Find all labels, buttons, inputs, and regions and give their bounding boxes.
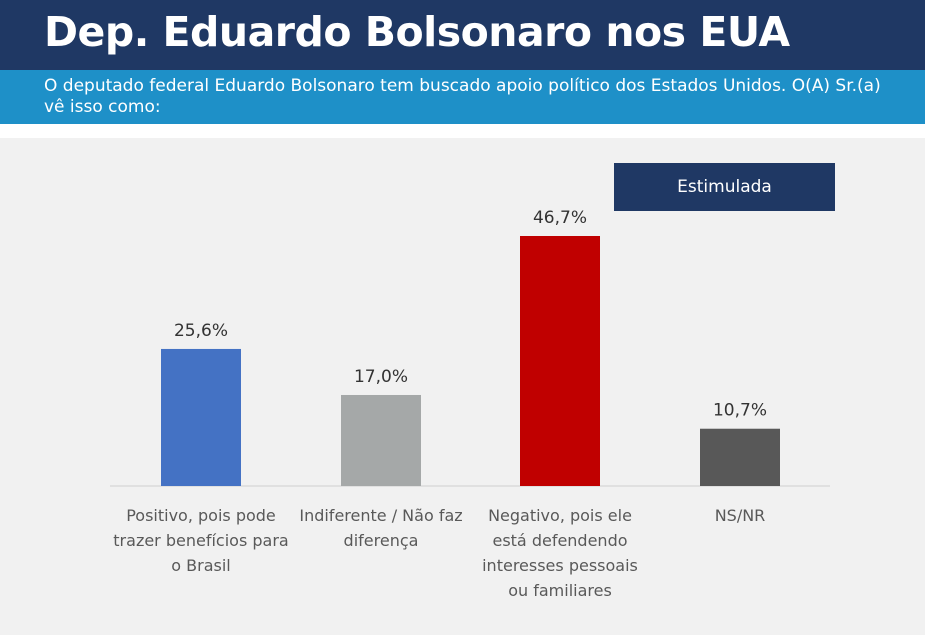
divider — [0, 124, 925, 138]
bar-value-label-2: 17,0% — [354, 367, 408, 387]
title-bar: Dep. Eduardo Bolsonaro nos EUA — [0, 0, 925, 70]
category-label-2: Indiferente / Não faz diferença — [299, 506, 463, 550]
question-text: O deputado federal Eduardo Bolsonaro tem… — [44, 76, 881, 117]
bar-3 — [520, 236, 600, 486]
bar-chart: 25,6% 17,0% 46,7% 10,7% — [110, 208, 830, 487]
page-title: Dep. Eduardo Bolsonaro nos EUA — [44, 8, 790, 56]
category-label-1: Positivo, pois pode trazer benefícios pa… — [113, 506, 289, 575]
category-label-4: NS/NR — [714, 506, 766, 525]
bar-4 — [700, 428, 780, 486]
category-label-3: Negativo, pois ele está defendendo inter… — [482, 506, 638, 600]
bar-1 — [161, 348, 241, 486]
subtitle-bar: O deputado federal Eduardo Bolsonaro tem… — [0, 70, 925, 124]
bar-value-label-3: 46,7% — [533, 208, 587, 228]
bar-value-label-4: 10,7% — [713, 401, 767, 421]
bar-2 — [341, 394, 421, 486]
stimulated-badge: Estimulada — [614, 163, 835, 211]
bar-value-label-1: 25,6% — [174, 321, 228, 341]
